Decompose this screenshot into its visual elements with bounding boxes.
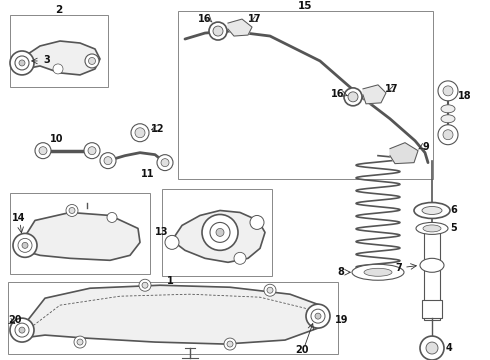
Circle shape [234,252,246,264]
Circle shape [84,143,100,159]
Circle shape [216,229,224,237]
Ellipse shape [441,105,455,113]
Ellipse shape [441,115,455,123]
Text: 17: 17 [385,84,399,94]
Circle shape [15,56,29,70]
Text: 14: 14 [12,213,25,224]
Circle shape [88,147,96,155]
Ellipse shape [416,222,448,234]
Circle shape [13,233,37,257]
Text: 4: 4 [446,343,453,353]
Circle shape [213,26,223,36]
Text: 19: 19 [335,315,348,325]
Circle shape [420,336,444,360]
Text: 5: 5 [450,224,457,233]
Circle shape [89,58,96,64]
Circle shape [315,313,321,319]
Circle shape [66,204,78,216]
Circle shape [142,282,148,288]
Text: 8: 8 [337,267,344,277]
Circle shape [18,238,32,252]
Polygon shape [20,212,140,260]
Text: 3: 3 [44,55,50,65]
Circle shape [22,242,28,248]
Text: 20: 20 [295,345,309,355]
Circle shape [15,323,29,337]
Circle shape [227,341,233,347]
Circle shape [135,128,145,138]
Bar [178,11,433,179]
Circle shape [311,309,325,323]
Circle shape [224,338,236,350]
Text: 9: 9 [422,142,429,152]
Circle shape [250,216,264,229]
Ellipse shape [423,225,441,232]
Text: 10: 10 [50,134,64,144]
Bar [424,230,440,320]
Bar [10,15,108,87]
Text: 1: 1 [167,276,174,286]
Circle shape [202,215,238,250]
Circle shape [100,153,116,168]
Text: 2: 2 [55,5,63,15]
Circle shape [443,130,453,140]
Circle shape [348,92,358,102]
Circle shape [10,318,34,342]
Bar [10,193,150,274]
Circle shape [165,235,179,249]
Circle shape [69,207,75,213]
Circle shape [264,284,276,296]
Circle shape [209,22,227,40]
Circle shape [438,81,458,101]
Polygon shape [390,143,418,164]
Circle shape [53,64,63,74]
Circle shape [19,60,25,66]
Bar [162,189,272,276]
Circle shape [161,159,169,167]
Text: 18: 18 [458,91,472,101]
Circle shape [131,124,149,142]
Circle shape [35,143,51,159]
Circle shape [104,157,112,165]
Circle shape [344,88,362,106]
Bar [8,282,338,354]
Ellipse shape [422,207,442,215]
Ellipse shape [352,264,404,280]
Circle shape [157,155,173,171]
Text: 17: 17 [248,14,262,24]
Polygon shape [363,85,386,104]
Text: 16: 16 [331,89,345,99]
Text: 15: 15 [298,1,312,11]
Text: 20: 20 [8,315,22,325]
Circle shape [74,336,86,348]
Text: 11: 11 [141,168,155,179]
Ellipse shape [420,258,444,272]
Circle shape [39,147,47,155]
Circle shape [85,54,99,68]
Circle shape [19,327,25,333]
Bar [422,300,442,318]
Circle shape [438,125,458,145]
Circle shape [139,279,151,291]
Text: 6: 6 [450,206,457,216]
Text: 13: 13 [155,228,169,237]
Polygon shape [172,211,265,262]
Polygon shape [228,19,252,36]
Circle shape [443,86,453,96]
Polygon shape [18,41,100,75]
Circle shape [10,51,34,75]
Circle shape [210,222,230,242]
Circle shape [77,339,83,345]
Text: 12: 12 [151,124,165,134]
Ellipse shape [364,268,392,276]
Circle shape [107,212,117,222]
Text: 16: 16 [198,14,212,24]
Circle shape [267,287,273,293]
Circle shape [426,342,438,354]
Circle shape [306,304,330,328]
Ellipse shape [414,203,450,219]
Text: 7: 7 [395,263,402,273]
Polygon shape [20,285,325,344]
